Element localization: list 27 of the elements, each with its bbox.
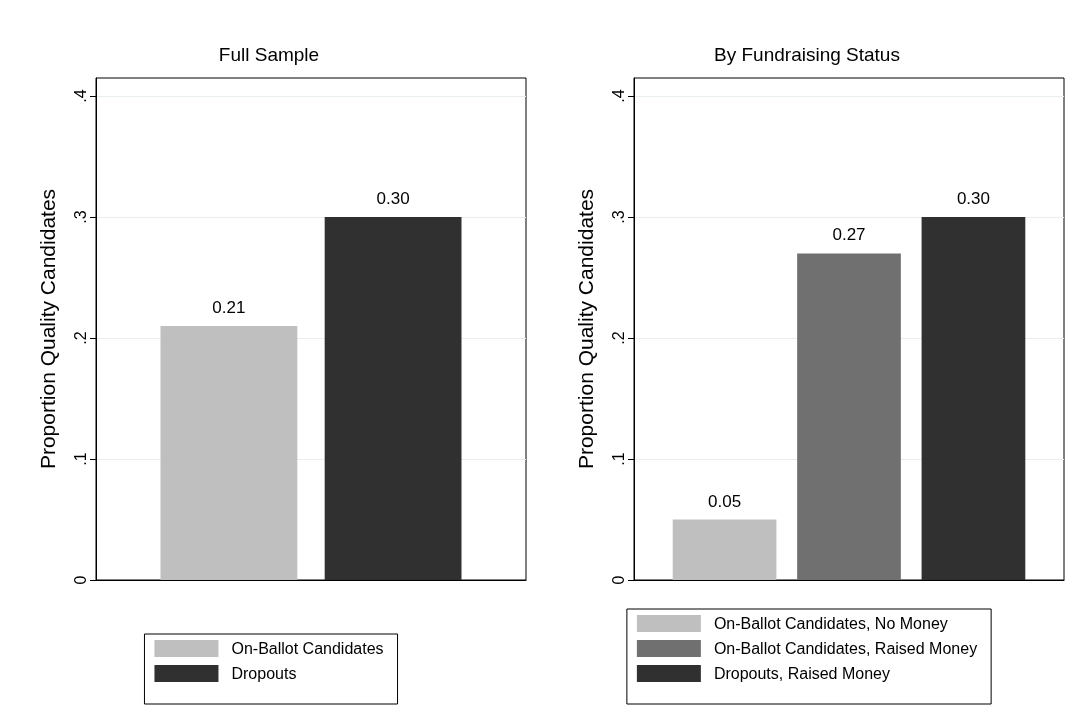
y-tick-label: .2 (71, 331, 89, 345)
data-label: 0.05 (708, 491, 742, 511)
y-tick-label: .1 (609, 452, 627, 466)
legend-label: On-Ballot Candidates, No Money (713, 615, 948, 632)
legend-label: On-Ballot Candidates (231, 640, 384, 657)
y-axis-title: Proportion Quality Candidates (36, 188, 59, 470)
y-tick-label: .3 (71, 210, 89, 224)
y-tick-label: .3 (609, 210, 627, 224)
y-tick-label: .4 (71, 89, 89, 103)
y-axis-title: Proportion Quality Candidates (574, 188, 597, 470)
chart-title: Full Sample (218, 44, 320, 65)
y-tick-label: .1 (71, 452, 89, 466)
bar (797, 253, 901, 580)
legend-label: On-Ballot Candidates, Raised Money (713, 640, 978, 657)
data-label: 0.27 (832, 225, 866, 245)
y-tick-label: .2 (609, 331, 627, 345)
y-tick-label: .4 (609, 89, 627, 103)
y-tick-label: 0 (71, 575, 89, 585)
data-label: 0.21 (212, 297, 246, 317)
legend-label: Dropouts (231, 665, 297, 682)
y-tick-label: 0 (609, 575, 627, 585)
chart-title: By Fundraising Status (714, 44, 900, 65)
legend-label: Dropouts, Raised Money (713, 665, 890, 682)
bar (921, 217, 1026, 580)
bar (672, 519, 777, 580)
data-label: 0.30 (376, 189, 410, 209)
data-label: 0.30 (956, 189, 990, 209)
